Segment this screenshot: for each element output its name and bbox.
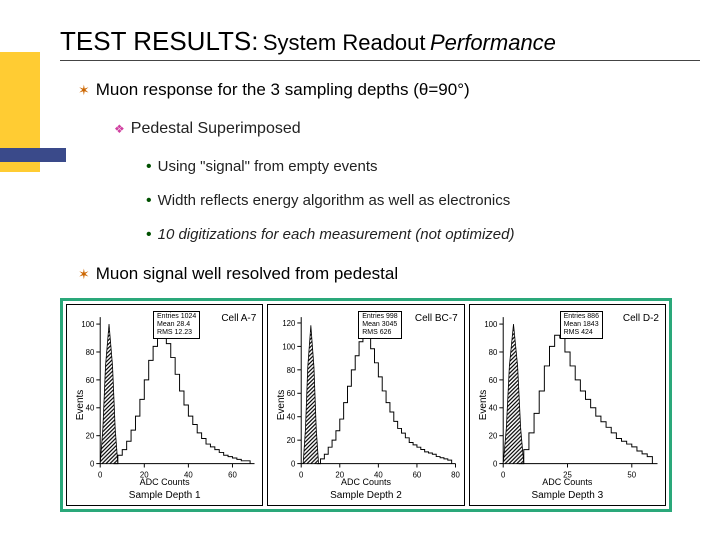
chart-1: 0204060020406080100 Events Entries 1024M… — [66, 304, 263, 506]
star-icon: ✶ — [78, 266, 90, 283]
x-axis-label: Sample Depth 1 — [129, 490, 201, 501]
svg-text:20: 20 — [488, 432, 497, 441]
y-axis-label: Events — [276, 390, 287, 421]
svg-text:0: 0 — [493, 460, 498, 469]
diamond-icon: ❖ — [114, 122, 125, 136]
dot-icon: • — [146, 159, 152, 175]
svg-text:120: 120 — [283, 319, 297, 328]
pedestal-peak — [100, 324, 118, 464]
cell-label: Cell BC-7 — [415, 313, 458, 325]
bullet-l3c: • 10 digitizations for each measurement … — [146, 226, 514, 243]
cell-label: Cell D-2 — [623, 313, 659, 325]
svg-text:60: 60 — [228, 470, 237, 479]
bullet-l1b-text: Muon signal well resolved from pedestal — [96, 264, 398, 284]
stats-box: Entries 998Mean 3045RMS 626 — [358, 311, 401, 339]
svg-text:100: 100 — [484, 320, 498, 329]
svg-text:100: 100 — [283, 342, 297, 351]
signal-histogram — [317, 332, 452, 463]
bullet-l2a-text: Pedestal Superimposed — [131, 120, 301, 138]
svg-text:0: 0 — [90, 460, 95, 469]
y-axis-label: Events — [477, 390, 488, 421]
svg-text:80: 80 — [451, 470, 460, 479]
svg-text:100: 100 — [81, 320, 95, 329]
svg-text:80: 80 — [287, 366, 296, 375]
svg-text:0: 0 — [98, 470, 103, 479]
svg-text:50: 50 — [627, 470, 636, 479]
svg-text:0: 0 — [291, 460, 296, 469]
bullet-l1a-text: Muon response for the 3 sampling depths … — [96, 80, 470, 100]
x-axis-units: ADC Counts — [140, 477, 190, 487]
y-axis-label: Events — [75, 390, 86, 421]
chart-3: 02550020406080100 Events Entries 886Mean… — [469, 304, 666, 506]
dot-icon: • — [146, 193, 152, 209]
bullet-l2a: ❖ Pedestal Superimposed — [114, 120, 301, 138]
bullet-l3c-text: 10 digitizations for each measurement (n… — [158, 226, 515, 243]
bullet-l1b: ✶ Muon signal well resolved from pedesta… — [78, 264, 398, 284]
dot-icon: • — [146, 227, 152, 243]
chart-2: 020406080020406080100120 Events Entries … — [267, 304, 464, 506]
svg-text:60: 60 — [413, 470, 422, 479]
svg-text:80: 80 — [86, 348, 95, 357]
cell-label: Cell A-7 — [221, 313, 256, 325]
charts-panel: 0 20 40 60 0 20 40 60 80 100 Events Entries 1024M… — [60, 298, 672, 512]
stats-box: Entries 1024Mean 28.4RMS 12.23 — [153, 311, 200, 339]
signal-histogram — [113, 335, 250, 463]
svg-text:0: 0 — [501, 470, 506, 479]
svg-text:40: 40 — [86, 404, 95, 413]
svg-text:20: 20 — [287, 436, 296, 445]
pedestal-peak — [503, 324, 524, 464]
signal-histogram — [518, 335, 652, 463]
x-axis-label: Sample Depth 3 — [531, 490, 603, 501]
title-italic: Performance — [430, 30, 556, 55]
title-main: TEST RESULTS: — [60, 26, 258, 56]
svg-text:40: 40 — [488, 404, 497, 413]
svg-text:40: 40 — [287, 413, 296, 422]
x-axis-label: Sample Depth 2 — [330, 490, 402, 501]
charts-row: 0 20 40 60 0 20 40 60 80 100 Events Entries 1024M… — [63, 301, 669, 509]
slide-title: TEST RESULTS: System Readout Performance — [60, 26, 700, 61]
x-axis-units: ADC Counts — [542, 477, 592, 487]
pedestal-peak — [303, 325, 318, 463]
bullet-l3a: • Using "signal" from empty events — [146, 158, 378, 175]
svg-text:20: 20 — [86, 432, 95, 441]
bullet-l3b-text: Width reflects energy algorithm as well … — [158, 192, 511, 209]
star-icon: ✶ — [78, 82, 90, 99]
bullet-l3b: • Width reflects energy algorithm as wel… — [146, 192, 510, 209]
svg-text:60: 60 — [287, 389, 296, 398]
x-axis-units: ADC Counts — [341, 477, 391, 487]
svg-text:0: 0 — [299, 470, 304, 479]
svg-text:60: 60 — [488, 376, 497, 385]
stats-box: Entries 886Mean 1843RMS 424 — [560, 311, 603, 339]
svg-text:80: 80 — [488, 348, 497, 357]
bullet-l3a-text: Using "signal" from empty events — [158, 158, 378, 175]
title-sub: System Readout — [263, 30, 426, 55]
svg-text:60: 60 — [86, 376, 95, 385]
sidebar-blue — [0, 148, 66, 162]
bullet-l1a: ✶ Muon response for the 3 sampling depth… — [78, 80, 470, 100]
